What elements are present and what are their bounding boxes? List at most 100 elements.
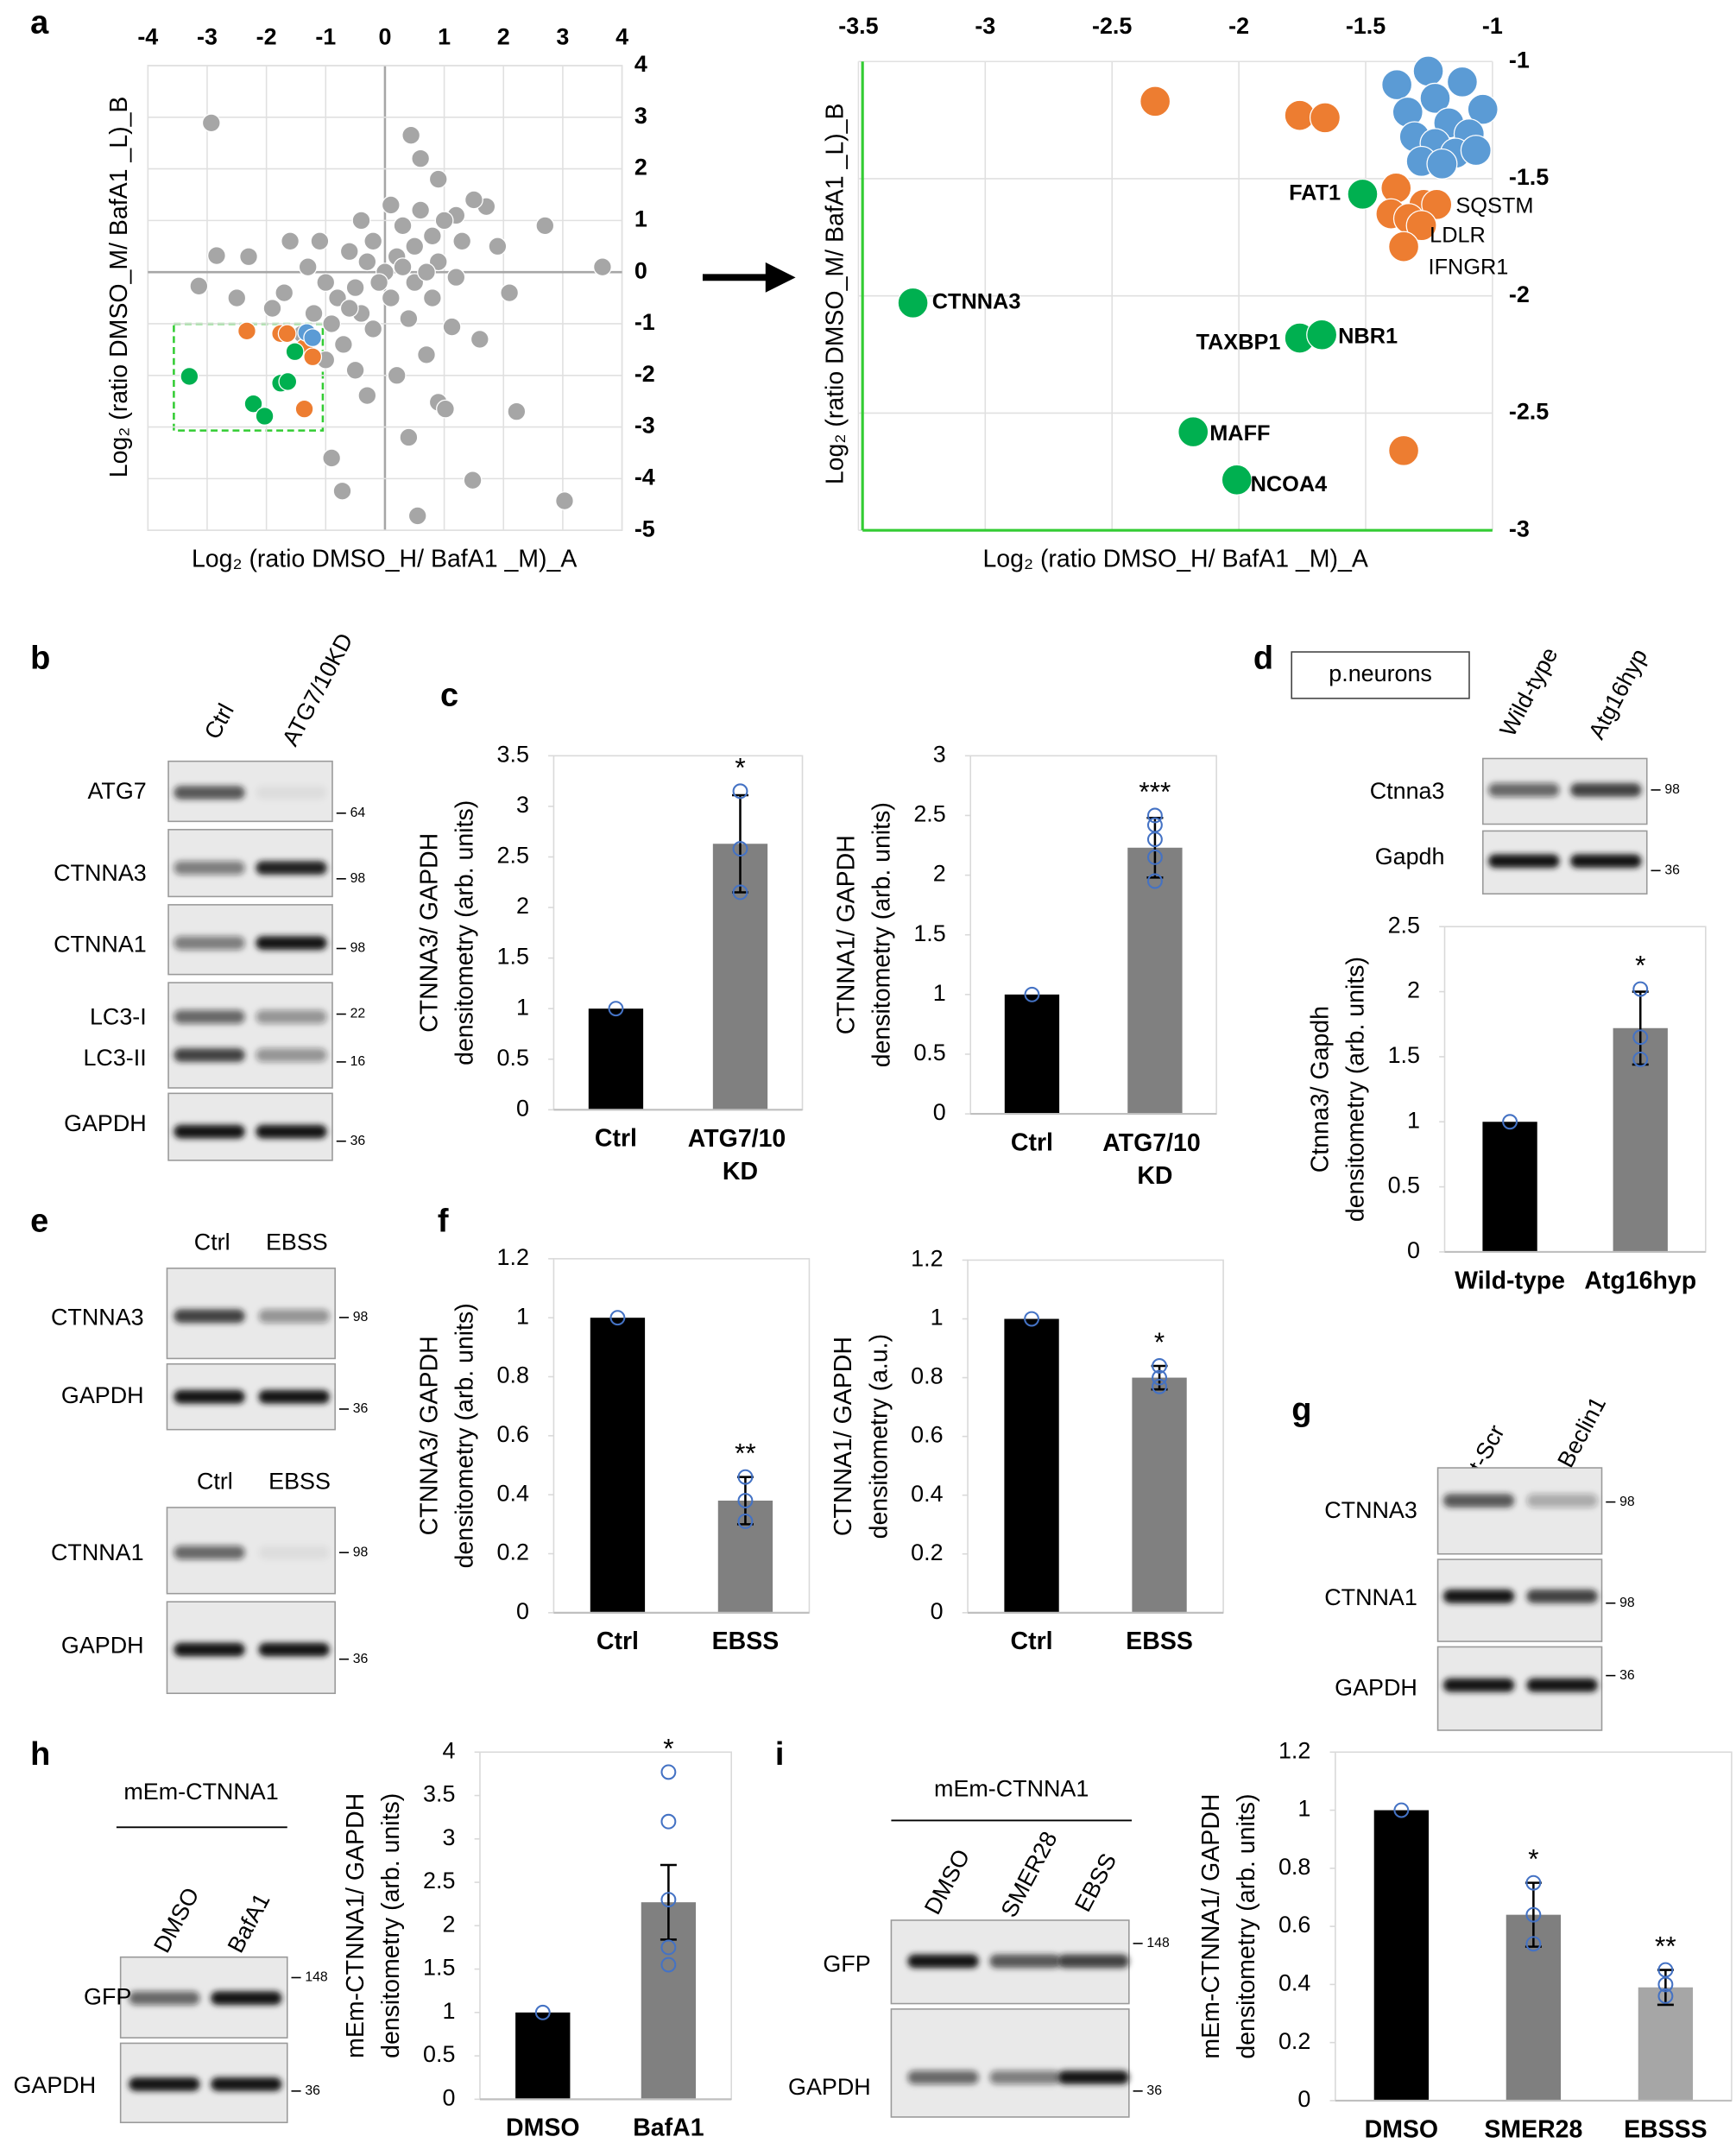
blot-band bbox=[174, 786, 245, 800]
y-tick-label: 3.5 bbox=[423, 1781, 455, 1807]
lane-label: ATG7/10KD bbox=[277, 629, 358, 750]
y-axis-label: densitometry (arb. units) bbox=[1342, 957, 1370, 1222]
y-tick-label: 2 bbox=[1407, 977, 1420, 1003]
point bbox=[277, 324, 297, 344]
significance-label: * bbox=[663, 1732, 673, 1763]
point bbox=[1309, 102, 1341, 134]
blot-band bbox=[1057, 2070, 1129, 2084]
y-axis-label: densitometry (arb. units) bbox=[1233, 1794, 1260, 2059]
point bbox=[463, 471, 483, 490]
y-tick-label: 2.5 bbox=[913, 801, 945, 827]
point bbox=[363, 231, 383, 251]
highlight-box bbox=[173, 322, 325, 432]
point bbox=[243, 394, 263, 414]
point bbox=[411, 200, 431, 220]
data-point bbox=[660, 1892, 677, 1908]
row-label: GAPDH bbox=[61, 1382, 144, 1408]
blot-band bbox=[258, 1642, 330, 1657]
x-tick-label: -2 bbox=[256, 23, 277, 49]
x-tick-label: -2 bbox=[1228, 13, 1249, 39]
panel-label: b bbox=[30, 641, 50, 677]
data-point bbox=[1393, 1802, 1410, 1818]
lane-label: EBSS bbox=[266, 1230, 328, 1255]
y-tick-label: 0.6 bbox=[497, 1421, 529, 1447]
point bbox=[1388, 231, 1420, 262]
row-label: GAPDH bbox=[788, 2074, 871, 2100]
y-tick-label: 0.4 bbox=[497, 1480, 529, 1506]
mw-label: 98 bbox=[353, 1545, 369, 1559]
blot-band bbox=[174, 1389, 245, 1404]
blot-band bbox=[907, 2070, 979, 2084]
point bbox=[189, 276, 209, 296]
mw-label: 98 bbox=[1619, 1596, 1635, 1610]
y-tick-label: 0 bbox=[634, 257, 647, 283]
data-point bbox=[1657, 1976, 1674, 1993]
significance-label: ** bbox=[1655, 1931, 1676, 1962]
blot-band bbox=[174, 1009, 245, 1024]
blot-membrane bbox=[890, 2008, 1130, 2118]
panel-label: e bbox=[30, 1204, 48, 1240]
error-bar bbox=[660, 1863, 677, 1941]
y-tick-label: 3 bbox=[634, 103, 647, 129]
point bbox=[357, 252, 377, 272]
data-point bbox=[1024, 986, 1040, 1002]
point bbox=[339, 299, 359, 318]
data-point bbox=[1525, 1906, 1542, 1923]
lane-label: Ctrl bbox=[194, 1230, 230, 1255]
row-label: Gapdh bbox=[1375, 844, 1445, 869]
y-tick-label: -4 bbox=[634, 464, 655, 490]
blot-membrane bbox=[167, 982, 333, 1089]
mw-label: 98 bbox=[353, 1310, 369, 1324]
header-box bbox=[1291, 651, 1470, 699]
point-label: LDLR bbox=[1430, 224, 1486, 248]
point bbox=[237, 321, 256, 341]
point bbox=[405, 273, 425, 293]
mw-label: 36 bbox=[350, 1134, 366, 1148]
point bbox=[442, 317, 462, 337]
mw-label: 36 bbox=[1664, 863, 1680, 877]
point bbox=[452, 231, 472, 251]
blot-band bbox=[174, 1309, 245, 1324]
data-point bbox=[1502, 1114, 1518, 1130]
x-tick-label: 2 bbox=[497, 23, 510, 49]
x-tick-label: -2.5 bbox=[1092, 13, 1132, 39]
point bbox=[488, 237, 508, 256]
data-point bbox=[660, 1764, 677, 1780]
blot-band bbox=[1442, 1589, 1515, 1603]
blot-band bbox=[174, 861, 245, 876]
blot-band bbox=[129, 2077, 200, 2091]
bar bbox=[588, 1008, 644, 1110]
point bbox=[1460, 135, 1492, 167]
y-tick-label: 0 bbox=[931, 1598, 944, 1624]
point bbox=[201, 113, 221, 133]
y-tick-label: 0.2 bbox=[911, 1539, 943, 1565]
point bbox=[399, 309, 419, 328]
significance-label: * bbox=[1154, 1326, 1165, 1357]
y-tick-label: 0.6 bbox=[1278, 1912, 1310, 1938]
x-tick-label: Atg16hyp bbox=[1584, 1267, 1696, 1294]
x-tick-label: -4 bbox=[137, 23, 158, 49]
point bbox=[303, 347, 323, 367]
x-tick-label: DMSO bbox=[506, 2115, 579, 2142]
blot-band bbox=[258, 1546, 330, 1560]
data-point bbox=[1146, 831, 1163, 848]
y-tick-label: 0.2 bbox=[497, 1539, 529, 1565]
significance-label: *** bbox=[1139, 776, 1171, 807]
panel-label: a bbox=[30, 5, 49, 41]
data-point bbox=[732, 884, 748, 901]
point bbox=[422, 226, 442, 246]
y-tick-label: 1 bbox=[1407, 1107, 1420, 1133]
point-label: NBR1 bbox=[1338, 325, 1398, 349]
y-tick-label: 0 bbox=[1407, 1237, 1420, 1263]
y-tick-label: 3 bbox=[442, 1824, 455, 1850]
blot-band bbox=[1570, 854, 1642, 869]
y-tick-label: 0.6 bbox=[911, 1422, 943, 1448]
x-tick-label: 4 bbox=[615, 23, 628, 49]
data-point bbox=[1657, 1988, 1674, 2004]
bar bbox=[590, 1318, 646, 1613]
x-tick-label: Ctrl bbox=[1011, 1128, 1053, 1156]
point bbox=[422, 288, 442, 307]
point bbox=[1381, 69, 1413, 101]
y-tick-label: 0.8 bbox=[911, 1363, 943, 1389]
x-tick-label: Ctrl bbox=[1011, 1628, 1053, 1655]
